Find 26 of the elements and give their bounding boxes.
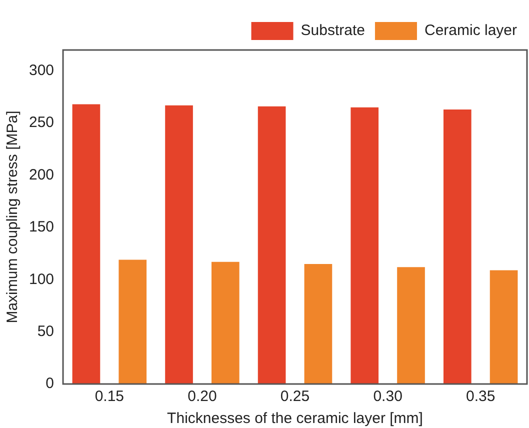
y-axis-title: Maximum coupling stress [MPa] — [4, 110, 22, 324]
y-tick-label: 50 — [37, 322, 54, 340]
bar — [212, 262, 240, 384]
y-tick-label: 200 — [28, 166, 54, 184]
bar — [304, 264, 332, 384]
y-tick-label: 100 — [28, 270, 54, 288]
y-tick-label: 300 — [28, 62, 54, 80]
bar — [258, 106, 286, 384]
bar — [118, 260, 147, 384]
x-tick-label: 0.25 — [280, 388, 310, 406]
x-tick-label: 0.35 — [466, 388, 496, 406]
bar — [72, 104, 100, 384]
legend-label: Substrate — [300, 22, 365, 40]
bar — [490, 270, 518, 384]
bar — [443, 109, 472, 384]
bar — [397, 267, 425, 384]
bar — [350, 107, 379, 384]
x-tick-label: 0.30 — [373, 388, 402, 406]
bar — [165, 105, 193, 384]
x-tick-label: 0.20 — [188, 388, 217, 406]
x-tick-label: 0.15 — [94, 388, 124, 406]
x-axis-title: Thicknesses of the ceramic layer [mm] — [167, 410, 423, 428]
y-tick-label: 150 — [28, 218, 54, 236]
y-tick-label: 250 — [28, 114, 54, 132]
y-tick-label: 0 — [46, 375, 54, 392]
legend-label: Ceramic layer — [424, 22, 518, 40]
